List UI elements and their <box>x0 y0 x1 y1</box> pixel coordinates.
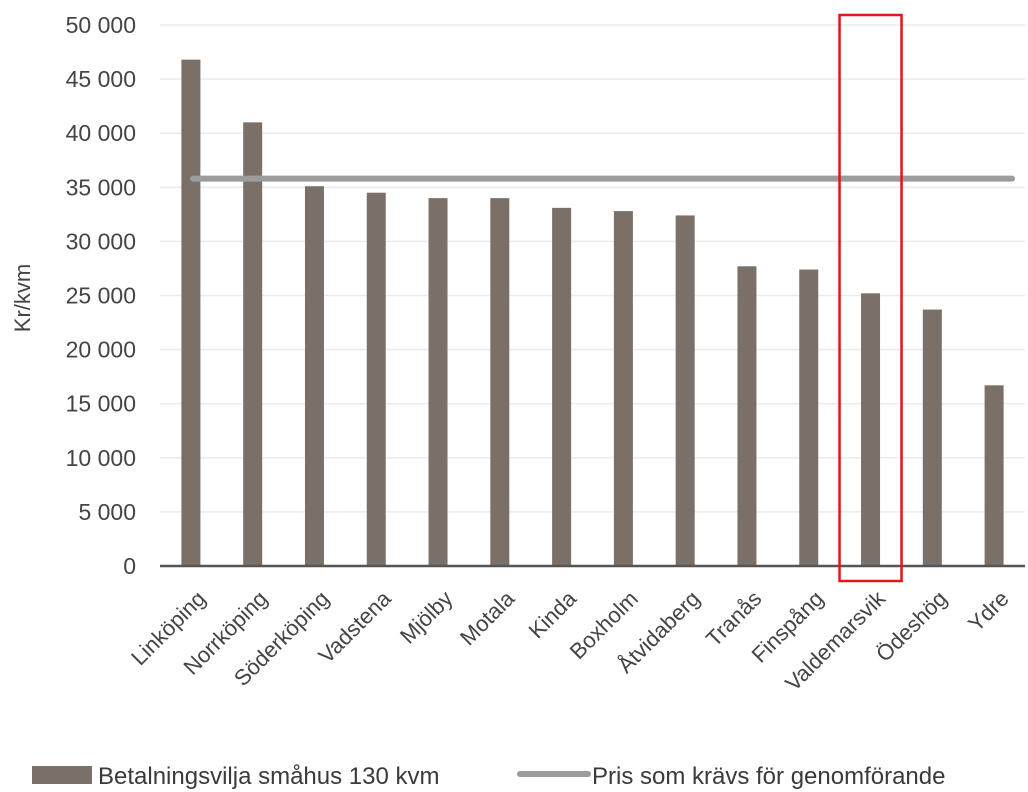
y-tick-label: 10 000 <box>66 445 136 471</box>
bar-2 <box>304 186 324 566</box>
bars <box>181 59 1004 567</box>
bar-5 <box>490 198 510 566</box>
gridlines <box>160 24 1025 513</box>
legend-bar-swatch <box>32 766 92 784</box>
y-tick-label: 5 000 <box>78 499 136 525</box>
y-tick-label: 30 000 <box>66 228 136 254</box>
y-tick-label: 40 000 <box>66 120 136 146</box>
y-tick-label: 0 <box>123 553 136 579</box>
bar-12 <box>922 309 942 566</box>
x-tick-label: Kinda <box>524 585 582 643</box>
x-tick-label: Motala <box>455 585 520 650</box>
y-tick-label: 50 000 <box>66 12 136 38</box>
y-axis-ticks: 0 5 000 10 000 15 000 20 000 25 000 30 000 35 0… <box>66 12 136 579</box>
highlight-box-valdemarsvik <box>838 13 903 583</box>
bar-11 <box>861 293 881 566</box>
bar-9 <box>737 266 757 566</box>
bar-3 <box>366 192 386 566</box>
y-tick-label: 15 000 <box>66 391 136 417</box>
y-axis-label: Kr/kvm <box>10 264 35 332</box>
legend-bar-label: Betalningsvilja småhus 130 kvm <box>98 763 440 790</box>
y-tick-label: 35 000 <box>66 174 136 200</box>
bar-8 <box>675 215 695 566</box>
legend-line-label: Pris som krävs för genomförande <box>592 763 945 790</box>
bar-1 <box>243 122 263 566</box>
legend: Betalningsvilja småhus 130 kvm Pris som … <box>32 763 945 790</box>
bar-4 <box>428 198 448 566</box>
bar-7 <box>613 211 633 566</box>
x-tick-label: Ydre <box>963 586 1014 637</box>
bar-0 <box>181 59 201 567</box>
y-tick-label: 45 000 <box>66 66 136 92</box>
y-tick-label: 25 000 <box>66 283 136 309</box>
y-tick-label: 20 000 <box>66 337 136 363</box>
bar-6 <box>552 207 572 566</box>
x-tick-label: Mjölby <box>395 586 458 649</box>
bar-10 <box>799 269 819 566</box>
bar-13 <box>984 385 1004 566</box>
